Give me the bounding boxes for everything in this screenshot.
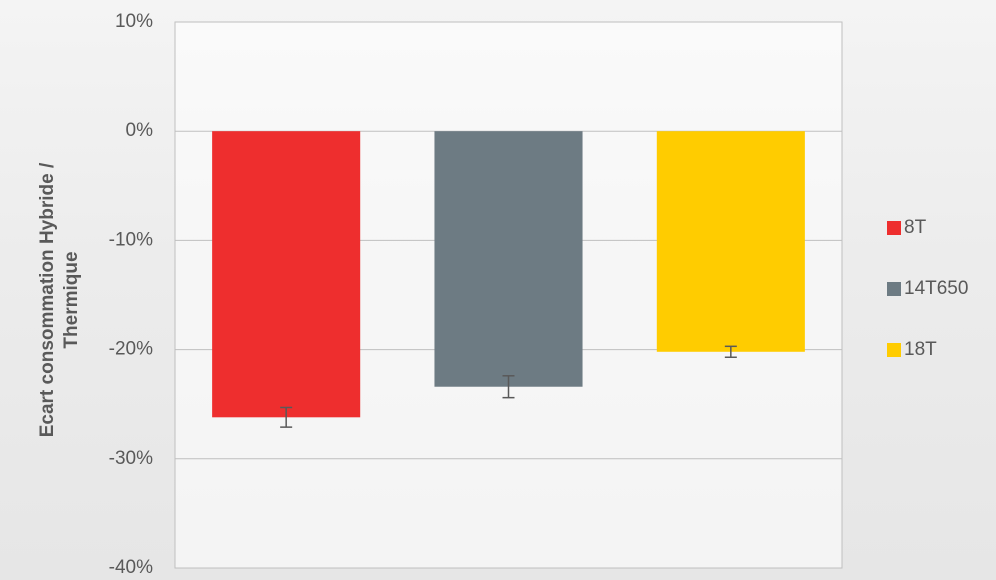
y-tick-label: -10% xyxy=(109,229,153,250)
legend-label: 18T xyxy=(904,339,937,360)
legend-swatch xyxy=(887,343,901,357)
y-tick-label: -40% xyxy=(109,557,153,578)
y-tick-label: -20% xyxy=(109,339,153,360)
y-tick-label: 0% xyxy=(126,120,154,141)
error-bar xyxy=(724,345,737,358)
bar xyxy=(212,131,361,418)
legend-label: 14T650 xyxy=(904,278,968,299)
error-bar xyxy=(502,375,515,399)
legend-swatch xyxy=(887,221,901,235)
y-tick-label: 10% xyxy=(115,11,153,32)
bar xyxy=(434,131,583,387)
bar xyxy=(656,131,805,352)
y-axis-label: Ecart consommation Hybride / Thermique xyxy=(37,162,82,438)
y-tick-label: -30% xyxy=(109,448,153,469)
error-bar xyxy=(280,406,293,428)
legend-label: 8T xyxy=(904,217,927,238)
legend-swatch xyxy=(887,282,901,296)
